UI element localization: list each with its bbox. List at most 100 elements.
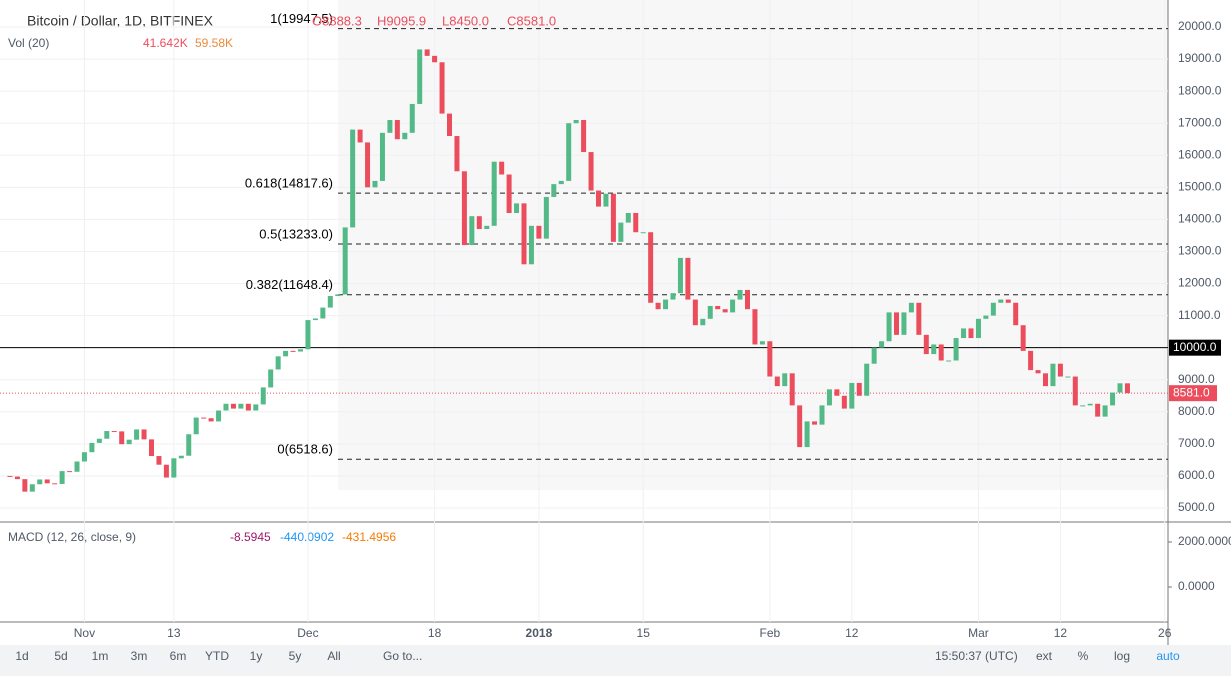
range-button[interactable]: 5d (54, 649, 67, 663)
x-tick-label: 13 (167, 626, 181, 640)
candle-body (663, 299, 669, 310)
candle-body (305, 320, 311, 350)
candle-body (528, 225, 534, 265)
option-button[interactable]: log (1114, 649, 1130, 663)
range-button[interactable]: 1m (92, 649, 109, 663)
y-tick-label: 6000.0 (1178, 468, 1215, 482)
candle-body (372, 180, 378, 188)
candle-body (707, 305, 713, 319)
candle-body (856, 382, 862, 396)
candle-body (1050, 363, 1056, 387)
bottom-toolbar (0, 645, 1231, 676)
goto-button[interactable]: Go to... (383, 649, 422, 663)
x-tick-label: 2018 (526, 626, 553, 640)
candle-body (1072, 376, 1078, 406)
candle-body (208, 418, 214, 422)
candle-body (692, 299, 698, 326)
candle-body (14, 476, 20, 480)
fib-label: 0(6518.6) (277, 442, 333, 457)
price-tag (1169, 339, 1221, 356)
candle-body (44, 479, 50, 484)
candle-body (759, 341, 765, 345)
candle-body (990, 302, 996, 316)
candle-body (1035, 370, 1041, 374)
candle-body (774, 376, 780, 387)
candle-body (975, 318, 981, 339)
candle-body (134, 429, 140, 440)
candle-body (1043, 373, 1048, 387)
candle-body (1057, 363, 1063, 377)
candle-body (298, 349, 303, 352)
candle-body (149, 439, 154, 457)
macd-signal: -431.4956 (342, 530, 396, 544)
candle-body (387, 119, 393, 133)
candle-body (119, 431, 125, 445)
candle-body (871, 347, 877, 364)
range-button[interactable]: 6m (170, 649, 187, 663)
candle-body (1095, 403, 1101, 417)
fib-label: 1(19947.5) (270, 11, 333, 26)
candle-body (126, 439, 132, 445)
candle-body (782, 373, 788, 387)
candle-body (394, 119, 400, 140)
volume-name: Vol (20) (8, 36, 49, 50)
candle-body (864, 363, 870, 396)
range-button[interactable]: 3m (131, 649, 148, 663)
candle-body (327, 296, 333, 308)
candle-body (335, 294, 341, 297)
candle-body (737, 289, 743, 300)
candle-body (573, 119, 579, 124)
candle-body (357, 129, 363, 143)
y-tick-label: 11000.0 (1178, 308, 1221, 322)
candle-body (566, 123, 572, 181)
candle-body (804, 421, 810, 448)
x-tick-label: Feb (760, 626, 781, 640)
y-tick-label: 19000.0 (1178, 51, 1222, 65)
candle-body (409, 103, 415, 133)
candle-body (283, 350, 289, 357)
candle-body (543, 196, 549, 239)
macd-tick-label: 2000.0000 (1178, 534, 1231, 548)
macd-name: MACD (12, 26, close, 9) (8, 530, 136, 544)
option-button[interactable]: auto (1156, 649, 1180, 663)
candle-body (37, 479, 43, 485)
candle-body (908, 302, 914, 313)
range-button[interactable]: 5y (289, 649, 302, 663)
candle-body (625, 212, 631, 223)
option-button[interactable]: % (1078, 649, 1089, 663)
y-tick-label: 9000.0 (1178, 372, 1215, 386)
range-button[interactable]: 1y (250, 649, 263, 663)
candle-body (700, 318, 706, 326)
candle-body (350, 129, 356, 228)
chart-title: Bitcoin / Dollar, 1D, BITFINEX (27, 13, 214, 29)
ohlc-value: H9095.9 (377, 13, 426, 28)
candle-body (96, 438, 102, 443)
y-tick-label: 5000.0 (1178, 500, 1215, 514)
clock: 15:50:37 (UTC) (935, 649, 1018, 663)
range-button[interactable]: YTD (205, 649, 229, 663)
candle-body (506, 174, 512, 213)
candle-body (238, 403, 244, 409)
candle-body (834, 389, 840, 396)
candle-body (819, 405, 825, 425)
range-button[interactable]: 1d (15, 649, 28, 663)
option-button[interactable]: ext (1036, 649, 1053, 663)
candle-body (245, 403, 251, 411)
candle-body (551, 184, 557, 197)
x-tick-label: Dec (297, 626, 318, 640)
candle-body (365, 142, 371, 188)
range-button[interactable]: All (327, 649, 340, 663)
candle-body (983, 315, 989, 319)
y-tick-label: 13000.0 (1178, 244, 1222, 258)
candle-body (521, 203, 527, 265)
candle-body (156, 456, 162, 465)
candle-body (52, 483, 58, 485)
candle-body (797, 405, 803, 448)
candle-body (253, 404, 259, 411)
candle-body (730, 299, 736, 313)
ohlc-value: L8450.0 (442, 13, 489, 28)
candle-body (931, 344, 937, 355)
candle-body (312, 318, 318, 321)
candle-body (558, 180, 564, 185)
